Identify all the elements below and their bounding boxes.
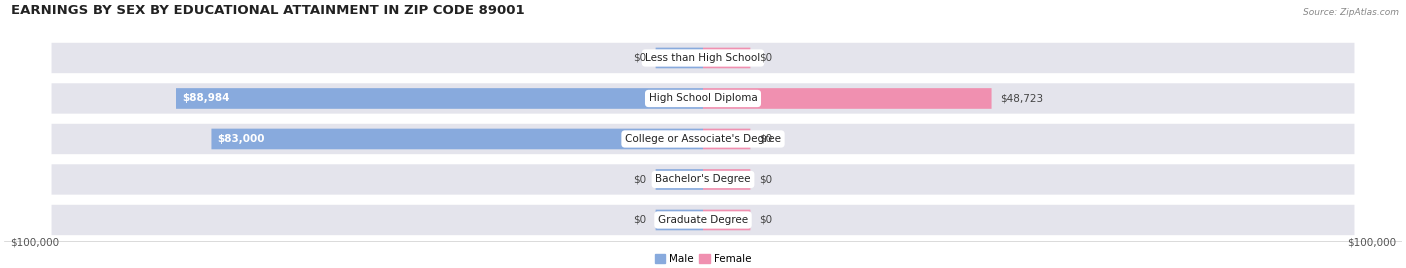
FancyBboxPatch shape <box>52 164 1354 195</box>
FancyBboxPatch shape <box>52 205 1354 235</box>
FancyBboxPatch shape <box>52 43 1354 73</box>
Text: $88,984: $88,984 <box>181 94 229 103</box>
FancyBboxPatch shape <box>703 88 991 109</box>
Text: Graduate Degree: Graduate Degree <box>658 215 748 225</box>
FancyBboxPatch shape <box>703 210 751 230</box>
Text: Source: ZipAtlas.com: Source: ZipAtlas.com <box>1303 8 1399 17</box>
Text: $0: $0 <box>759 53 772 63</box>
Text: Bachelor's Degree: Bachelor's Degree <box>655 174 751 184</box>
Text: Less than High School: Less than High School <box>645 53 761 63</box>
Text: $83,000: $83,000 <box>218 134 264 144</box>
FancyBboxPatch shape <box>703 48 751 68</box>
FancyBboxPatch shape <box>655 48 703 68</box>
Text: $0: $0 <box>634 53 647 63</box>
FancyBboxPatch shape <box>703 169 751 190</box>
Text: $48,723: $48,723 <box>1001 94 1043 103</box>
FancyBboxPatch shape <box>211 129 703 149</box>
Text: $0: $0 <box>634 215 647 225</box>
Text: $0: $0 <box>634 174 647 184</box>
FancyBboxPatch shape <box>703 129 751 149</box>
FancyBboxPatch shape <box>52 83 1354 114</box>
FancyBboxPatch shape <box>655 169 703 190</box>
FancyBboxPatch shape <box>655 210 703 230</box>
Text: $0: $0 <box>759 174 772 184</box>
Text: $100,000: $100,000 <box>10 237 59 247</box>
Text: $0: $0 <box>759 134 772 144</box>
Legend: Male, Female: Male, Female <box>655 254 751 264</box>
Text: High School Diploma: High School Diploma <box>648 94 758 103</box>
Text: EARNINGS BY SEX BY EDUCATIONAL ATTAINMENT IN ZIP CODE 89001: EARNINGS BY SEX BY EDUCATIONAL ATTAINMEN… <box>11 4 524 17</box>
FancyBboxPatch shape <box>52 124 1354 154</box>
Text: College or Associate's Degree: College or Associate's Degree <box>626 134 780 144</box>
Text: $100,000: $100,000 <box>1347 237 1396 247</box>
FancyBboxPatch shape <box>176 88 703 109</box>
Text: $0: $0 <box>759 215 772 225</box>
